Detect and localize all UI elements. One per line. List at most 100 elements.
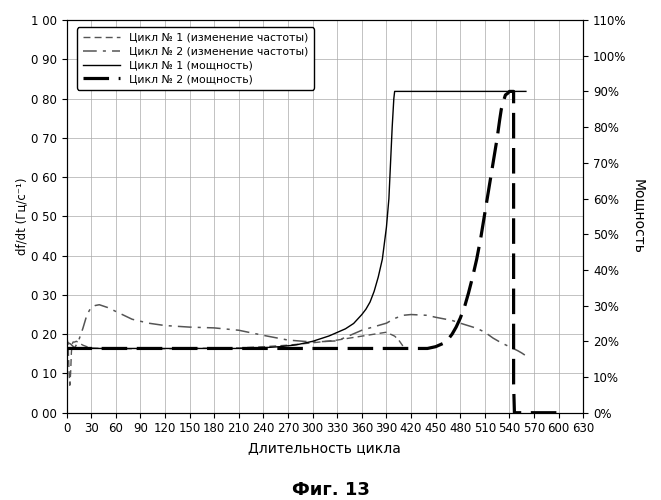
Цикл № 1 (изменение частоты) <box>71 339 79 345</box>
Цикл № 2 (изменение частоты) <box>87 304 95 310</box>
Цикл № 2 (изменение частоты) <box>161 322 169 328</box>
Цикл № 1 (мощность) <box>63 346 71 352</box>
Цикл № 2 (изменение частоты) <box>432 314 440 320</box>
Цикл № 2 (мощность) <box>496 117 504 123</box>
Цикл № 2 (мощность) <box>465 290 473 296</box>
Цикл № 2 (изменение частоты) <box>407 312 415 318</box>
Цикл № 1 (мощность) <box>243 346 251 352</box>
Line: Цикл № 2 (мощность): Цикл № 2 (мощность) <box>67 92 559 412</box>
Цикл № 1 (мощность) <box>390 96 398 102</box>
Цикл № 2 (мощность) <box>507 88 515 94</box>
Цикл № 2 (изменение частоты) <box>518 350 525 356</box>
Цикл № 2 (мощность) <box>477 235 485 241</box>
Цикл № 1 (изменение частоты) <box>63 337 71 343</box>
Цикл № 1 (изменение частоты) <box>235 345 243 351</box>
Цикл № 2 (мощность) <box>510 88 518 94</box>
Цикл № 1 (изменение частоты) <box>67 370 75 376</box>
Цикл № 1 (изменение частоты) <box>259 344 267 349</box>
Цикл № 2 (мощность) <box>489 160 497 166</box>
Цикл № 2 (мощность) <box>424 346 432 352</box>
Цикл № 1 (изменение частоты) <box>383 329 391 335</box>
Цикл № 2 (изменение частоты) <box>112 308 120 314</box>
Цикл № 1 (мощность) <box>210 346 218 352</box>
Цикл № 1 (изменение частоты) <box>112 346 120 352</box>
Цикл № 2 (изменение частоты) <box>145 320 153 326</box>
Цикл № 2 (мощность) <box>506 88 514 94</box>
Цикл № 1 (мощность) <box>370 288 378 294</box>
Цикл № 1 (мощность) <box>276 344 284 349</box>
Цикл № 1 (изменение частоты) <box>395 337 403 343</box>
Цикл № 1 (изменение частоты) <box>66 382 74 388</box>
Line: Цикл № 1 (изменение частоты): Цикл № 1 (изменение частоты) <box>67 332 403 385</box>
Цикл № 1 (мощность) <box>387 142 395 148</box>
Цикл № 1 (мощность) <box>388 124 396 130</box>
Цикл № 1 (изменение частоты) <box>358 333 366 339</box>
Цикл № 2 (мощность) <box>452 324 460 330</box>
Цикл № 2 (изменение частоты) <box>514 348 522 354</box>
Цикл № 1 (изменение частоты) <box>145 346 153 352</box>
Цикл № 2 (изменение частоты) <box>309 339 317 345</box>
Цикл № 1 (мощность) <box>292 342 300 348</box>
Цикл № 1 (изменение частоты) <box>67 349 75 355</box>
Text: Фиг. 13: Фиг. 13 <box>292 481 369 499</box>
Цикл № 2 (изменение частоты) <box>333 338 341 344</box>
Цикл № 2 (мощность) <box>440 340 448 346</box>
Цикл № 2 (изменение частоты) <box>489 335 497 341</box>
Цикл № 1 (мощность) <box>387 160 395 166</box>
Legend: Цикл № 1 (изменение частоты), Цикл № 2 (изменение частоты), Цикл № 1 (мощность),: Цикл № 1 (изменение частоты), Цикл № 2 (… <box>77 28 314 90</box>
Цикл № 1 (изменение частоты) <box>83 344 91 349</box>
Цикл № 2 (изменение частоты) <box>104 304 112 310</box>
Цикл № 2 (изменение частоты) <box>448 318 456 324</box>
Цикл № 1 (изменение частоты) <box>65 366 73 372</box>
Цикл № 1 (изменение частоты) <box>79 342 87 348</box>
Цикл № 2 (мощность) <box>485 185 493 191</box>
Цикл № 2 (мощность) <box>456 315 464 321</box>
Цикл № 2 (изменение частоты) <box>399 312 407 318</box>
Цикл № 1 (изменение частоты) <box>87 345 95 351</box>
Цикл № 2 (мощность) <box>461 304 469 310</box>
Цикл № 2 (изменение частоты) <box>186 324 194 330</box>
Цикл № 1 (изменение частоты) <box>64 341 72 347</box>
Цикл № 2 (мощность) <box>473 256 481 262</box>
Цикл № 1 (изменение частоты) <box>128 346 136 352</box>
Цикл № 1 (мощность) <box>378 256 386 262</box>
Цикл № 1 (мощность) <box>374 274 382 280</box>
Цикл № 1 (изменение частоты) <box>63 339 71 345</box>
Цикл № 1 (изменение частоты) <box>72 338 80 344</box>
Цикл № 1 (изменение частоты) <box>69 339 77 345</box>
Цикл № 2 (мощность) <box>497 106 505 112</box>
Цикл № 2 (изменение частоты) <box>71 345 79 351</box>
Цикл № 2 (мощность) <box>63 346 71 352</box>
Цикл № 2 (изменение частоты) <box>235 328 243 334</box>
Цикл № 2 (изменение частоты) <box>259 332 267 338</box>
Цикл № 1 (мощность) <box>342 326 350 332</box>
Line: Цикл № 1 (мощность): Цикл № 1 (мощность) <box>67 92 526 348</box>
Цикл № 2 (мощность) <box>493 135 501 141</box>
Цикл № 2 (мощность) <box>500 98 508 103</box>
Цикл № 2 (мощность) <box>448 331 456 337</box>
Цикл № 1 (изменение частоты) <box>68 341 76 347</box>
Цикл № 2 (изменение частоты) <box>91 302 99 308</box>
Цикл № 1 (мощность) <box>350 320 358 326</box>
Цикл № 2 (изменение частоты) <box>120 312 128 318</box>
Цикл № 2 (изменение частоты) <box>383 320 391 326</box>
Цикл № 1 (изменение частоты) <box>391 333 399 339</box>
Цикл № 2 (мощность) <box>555 410 563 416</box>
Line: Цикл № 2 (изменение частоты): Цикл № 2 (изменение частоты) <box>67 304 526 356</box>
Цикл № 1 (изменение частоты) <box>210 345 218 351</box>
Цикл № 2 (изменение частоты) <box>67 341 75 347</box>
Цикл № 1 (мощность) <box>227 346 235 352</box>
Цикл № 1 (мощность) <box>391 88 399 94</box>
Цикл № 1 (мощность) <box>366 299 374 305</box>
Цикл № 2 (изменение частоты) <box>95 302 103 308</box>
Цикл № 1 (мощность) <box>522 88 530 94</box>
Цикл № 2 (изменение частоты) <box>424 312 432 318</box>
Цикл № 1 (мощность) <box>362 306 370 312</box>
Цикл № 2 (изменение частоты) <box>284 337 292 343</box>
Цикл № 2 (изменение частоты) <box>358 328 366 334</box>
Цикл № 1 (изменение частоты) <box>399 343 407 349</box>
X-axis label: Длительность цикла: Длительность цикла <box>249 441 401 455</box>
Цикл № 2 (изменение частоты) <box>506 344 514 349</box>
Цикл № 1 (мощность) <box>259 344 267 350</box>
Цикл № 2 (мощность) <box>444 336 452 342</box>
